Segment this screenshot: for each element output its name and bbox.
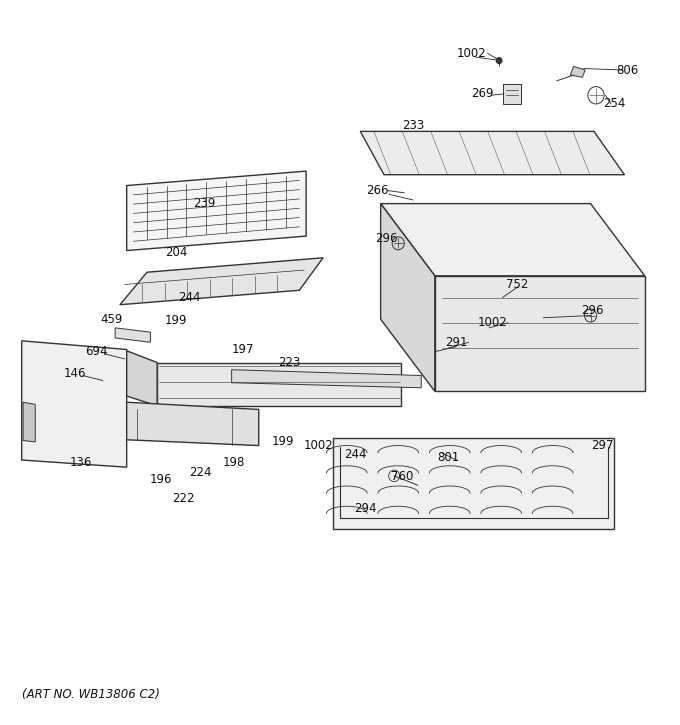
Text: 222: 222 — [171, 492, 194, 505]
Polygon shape — [115, 328, 150, 342]
Text: (ART NO. WB13806 C2): (ART NO. WB13806 C2) — [22, 688, 160, 701]
Text: 694: 694 — [85, 345, 107, 358]
Text: 294: 294 — [354, 502, 377, 515]
Text: 197: 197 — [231, 343, 254, 356]
Text: 291: 291 — [445, 336, 468, 349]
Text: 1002: 1002 — [303, 439, 333, 452]
Text: 296: 296 — [375, 232, 397, 245]
Text: 224: 224 — [189, 465, 211, 478]
Polygon shape — [571, 67, 585, 78]
Text: 1002: 1002 — [456, 47, 486, 60]
Text: 760: 760 — [391, 470, 413, 483]
Text: 204: 204 — [165, 247, 187, 260]
Polygon shape — [126, 402, 258, 446]
Polygon shape — [333, 439, 614, 529]
Text: 296: 296 — [581, 304, 603, 317]
Text: 199: 199 — [165, 314, 188, 327]
Text: 198: 198 — [223, 456, 245, 468]
Text: 297: 297 — [591, 439, 613, 452]
Text: 196: 196 — [150, 473, 172, 486]
Text: 199: 199 — [271, 436, 294, 449]
Text: 146: 146 — [63, 367, 86, 380]
Text: 244: 244 — [343, 449, 366, 461]
Polygon shape — [360, 131, 624, 175]
Text: 244: 244 — [178, 291, 201, 304]
Text: 752: 752 — [506, 278, 528, 291]
Circle shape — [496, 58, 502, 64]
Polygon shape — [435, 276, 645, 392]
Text: 1002: 1002 — [477, 316, 507, 329]
Text: 459: 459 — [100, 312, 122, 326]
Polygon shape — [120, 258, 323, 304]
Polygon shape — [503, 84, 522, 104]
Text: 223: 223 — [278, 356, 301, 369]
Polygon shape — [22, 341, 126, 467]
Text: 254: 254 — [603, 97, 626, 110]
Text: 233: 233 — [402, 119, 424, 132]
Polygon shape — [381, 204, 435, 392]
Polygon shape — [126, 171, 306, 251]
Polygon shape — [157, 362, 401, 406]
Polygon shape — [123, 349, 157, 406]
Polygon shape — [232, 370, 422, 388]
Text: 136: 136 — [70, 456, 92, 468]
Polygon shape — [381, 204, 645, 276]
Text: 239: 239 — [193, 197, 216, 210]
Polygon shape — [23, 402, 35, 442]
Text: 801: 801 — [437, 452, 460, 464]
Text: 266: 266 — [366, 184, 388, 197]
Text: 806: 806 — [617, 64, 639, 77]
Text: 269: 269 — [471, 87, 494, 100]
